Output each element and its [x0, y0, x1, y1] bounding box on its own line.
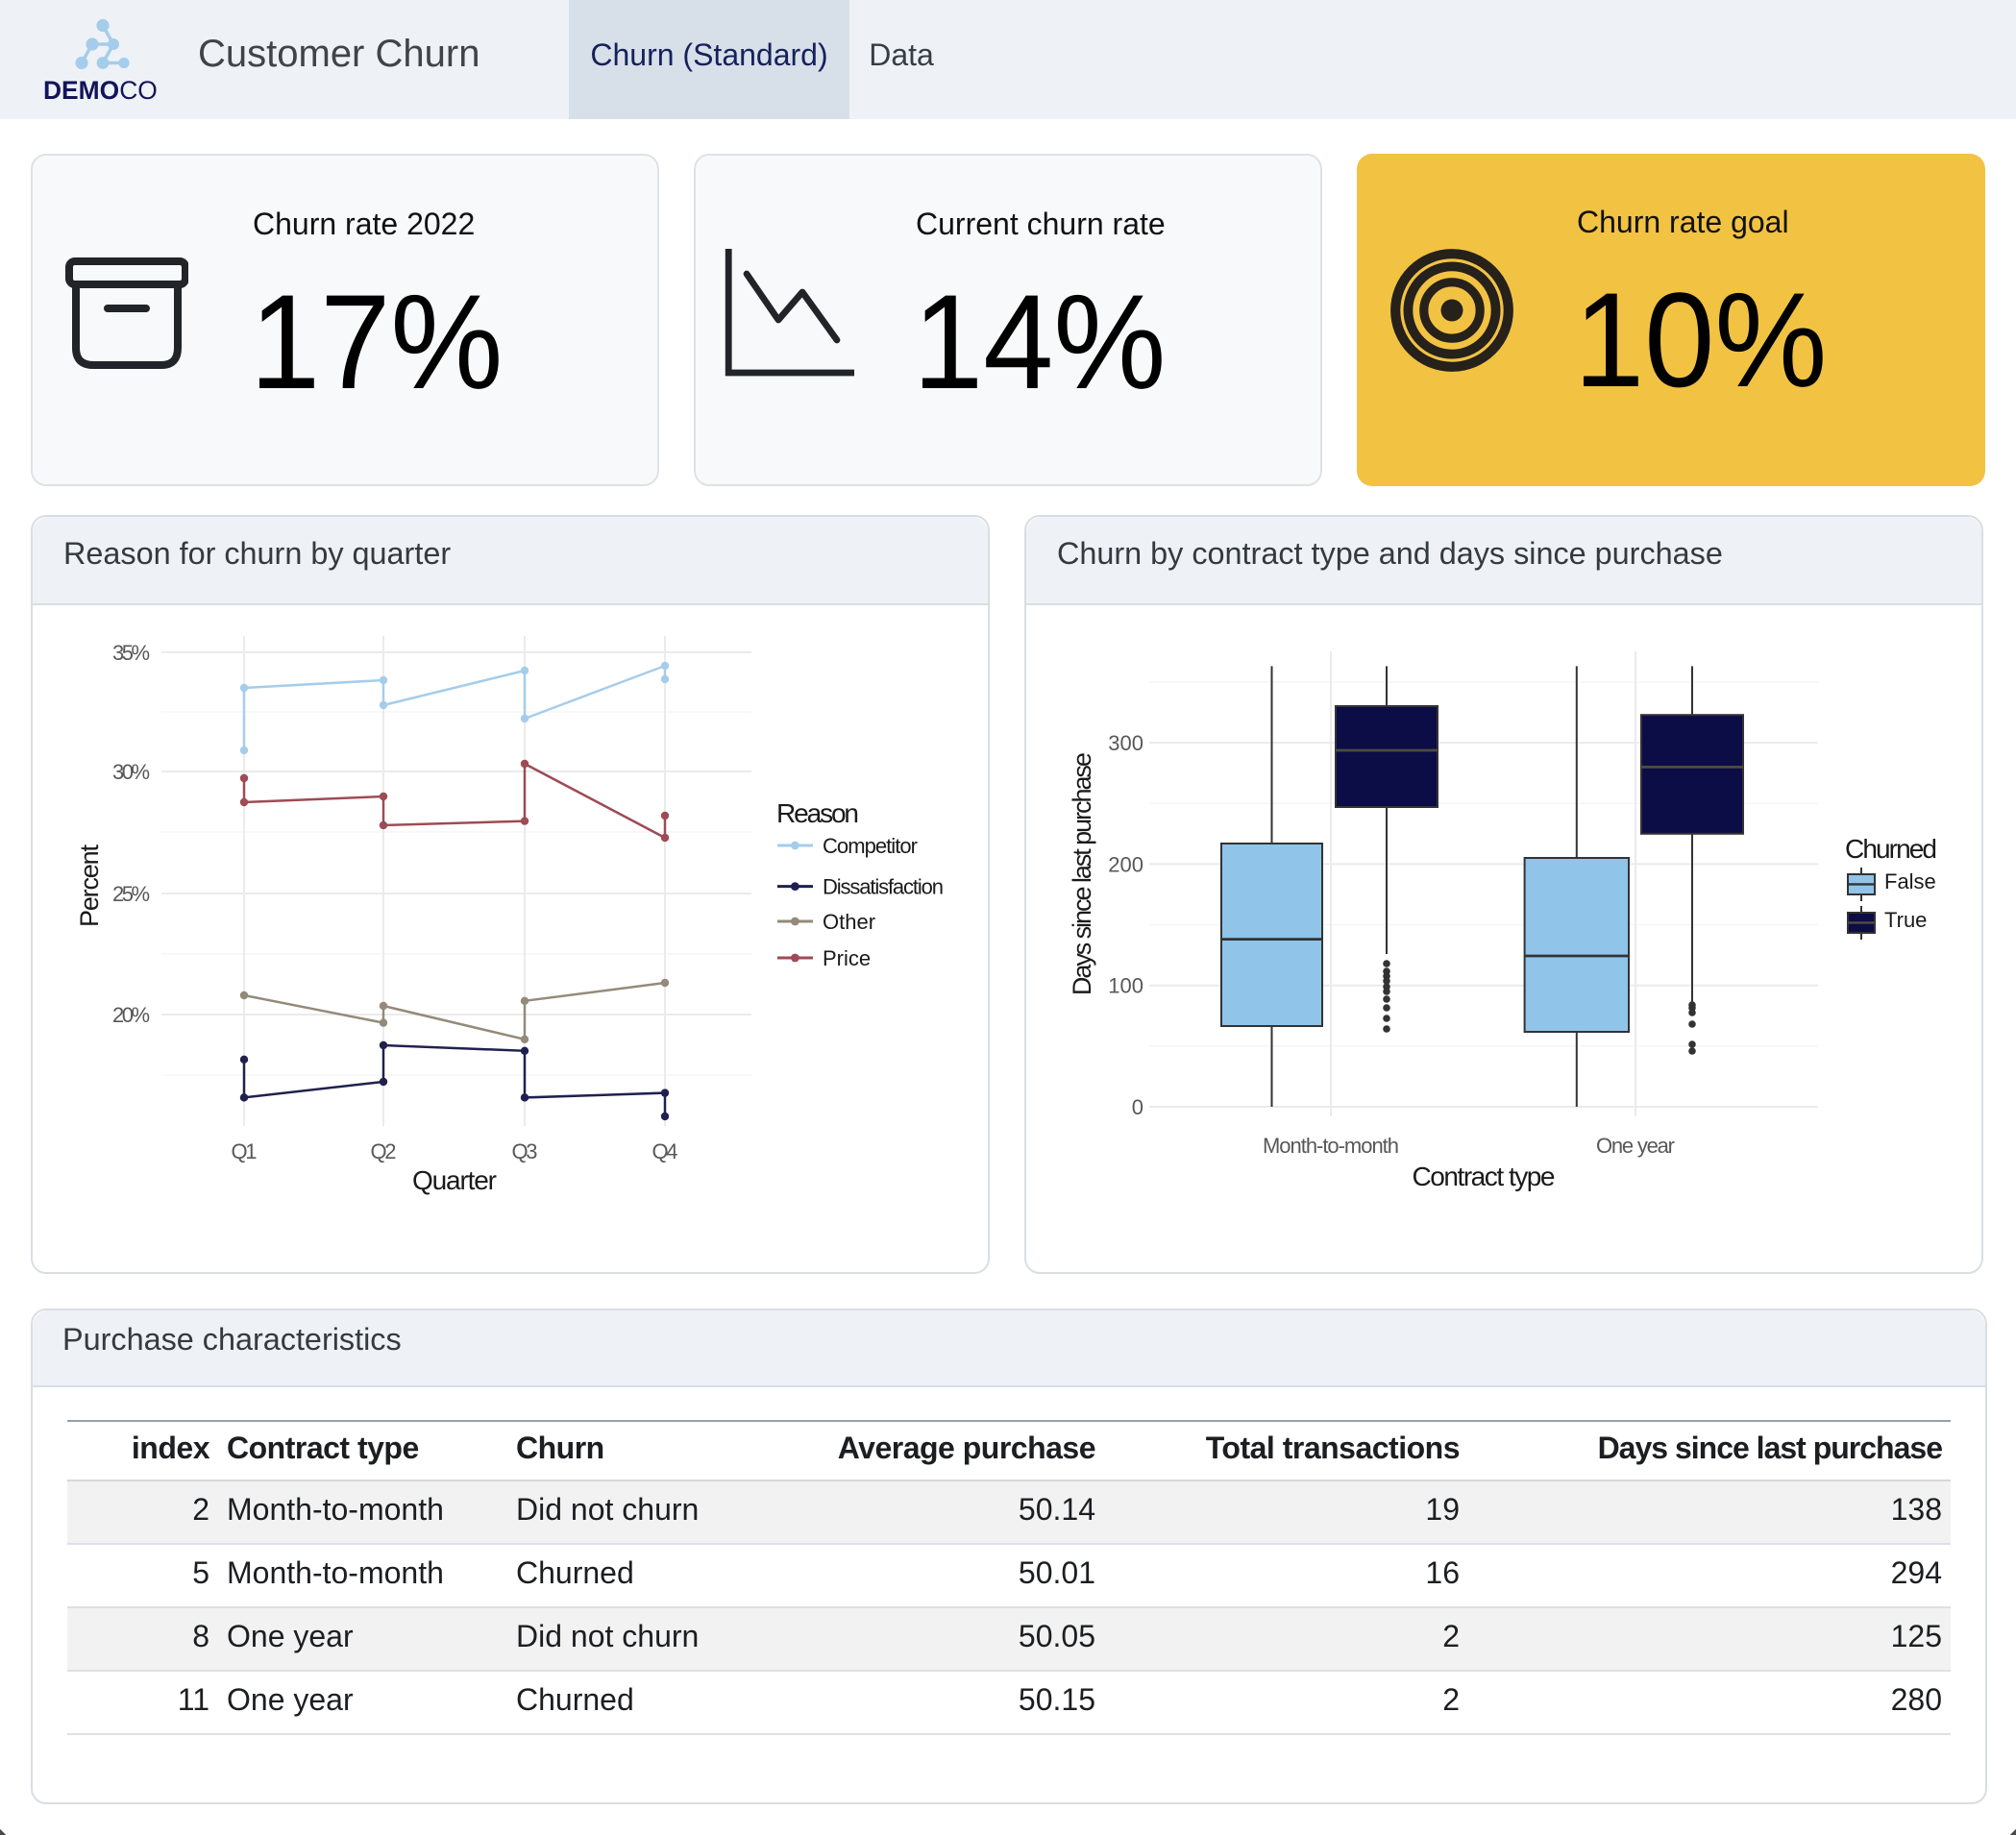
svg-text:0: 0 [1132, 1095, 1143, 1119]
svg-text:30%: 30% [112, 760, 150, 784]
svg-text:Q2: Q2 [371, 1139, 397, 1163]
svg-text:35%: 35% [112, 641, 150, 665]
svg-text:Price: Price [823, 946, 871, 970]
svg-text:Month-to-month: Month-to-month [1263, 1134, 1399, 1158]
svg-text:Q4: Q4 [652, 1139, 678, 1163]
svg-text:Competitor: Competitor [823, 834, 918, 858]
svg-text:Q1: Q1 [232, 1139, 258, 1163]
svg-text:Days since last purchase: Days since last purchase [1068, 752, 1096, 995]
svg-text:100: 100 [1108, 974, 1143, 998]
svg-text:Quarter: Quarter [412, 1165, 497, 1195]
svg-text:Dissatisfaction: Dissatisfaction [823, 875, 944, 899]
svg-text:Percent: Percent [75, 844, 104, 927]
svg-text:False: False [1884, 869, 1936, 893]
svg-text:One year: One year [1596, 1134, 1675, 1158]
svg-text:Reason: Reason [776, 798, 859, 828]
svg-text:300: 300 [1108, 731, 1143, 755]
svg-text:25%: 25% [112, 882, 150, 906]
svg-text:DEMOCO: DEMOCO [43, 76, 158, 105]
svg-text:200: 200 [1108, 852, 1143, 876]
svg-text:True: True [1884, 908, 1927, 932]
svg-text:Q3: Q3 [512, 1139, 538, 1163]
svg-text:Churned: Churned [1845, 834, 1937, 864]
svg-text:Other: Other [823, 910, 875, 934]
svg-text:Contract type: Contract type [1413, 1162, 1556, 1191]
svg-text:20%: 20% [112, 1003, 150, 1027]
